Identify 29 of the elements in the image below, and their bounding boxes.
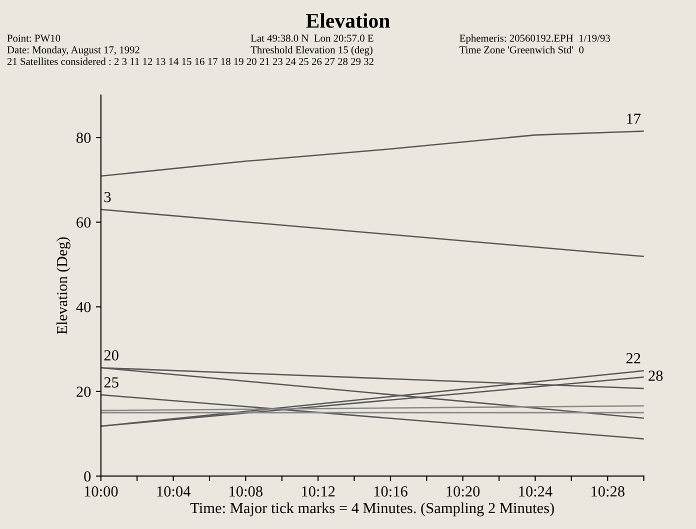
x-tick-label: 10:12 bbox=[302, 486, 335, 497]
text: Ephemeris: 20560192.EPH 1/19/93 bbox=[460, 34, 610, 44]
series-label: 25 bbox=[104, 377, 118, 388]
x-tick-label: 10:08 bbox=[230, 486, 262, 497]
text: 21 Satellites considered : 2 3 11 12 13 14 15 16 17 18 19 20 21 23 24 25 26 27 28 29 32 bbox=[7, 58, 374, 66]
text: Threshold Elevation 15 (deg) bbox=[250, 46, 372, 56]
x-axis-title: Time: Major tick marks = 4 Minutes. (Sampling 2 Minutes) bbox=[190, 502, 554, 516]
y-tick-label: 0 bbox=[84, 471, 91, 482]
series-label: 28 bbox=[648, 370, 663, 381]
x-tick-label: 10:28 bbox=[592, 486, 624, 497]
text: Point: PW10 bbox=[7, 34, 60, 42]
y-tick-label: 60 bbox=[76, 217, 91, 228]
x-tick-label: 10:04 bbox=[157, 486, 190, 497]
series-label: 17 bbox=[627, 114, 641, 124]
x-tick-label: 10:16 bbox=[374, 486, 408, 497]
x-tick-label: 10:24 bbox=[519, 486, 552, 497]
y-axis-title: Elevation (Deg) bbox=[56, 237, 70, 334]
text: Date: Monday, August 17, 1992 bbox=[7, 46, 140, 56]
x-tick-label: 10:00 bbox=[84, 486, 118, 497]
series-label: 20 bbox=[104, 350, 118, 360]
chart-title: Elevation bbox=[306, 13, 390, 28]
series-label: 22 bbox=[626, 353, 640, 364]
y-tick-label: 40 bbox=[76, 302, 91, 312]
x-tick-label: 10:20 bbox=[446, 486, 480, 497]
text: Lat 49:38.0 N Lon 20:57.0 E bbox=[250, 34, 374, 42]
y-tick-label: 80 bbox=[76, 132, 91, 143]
text: Time Zone 'Greenwich Std' 0 bbox=[460, 46, 584, 54]
y-tick-label: 20 bbox=[76, 386, 91, 397]
series-label: 3 bbox=[104, 192, 111, 202]
